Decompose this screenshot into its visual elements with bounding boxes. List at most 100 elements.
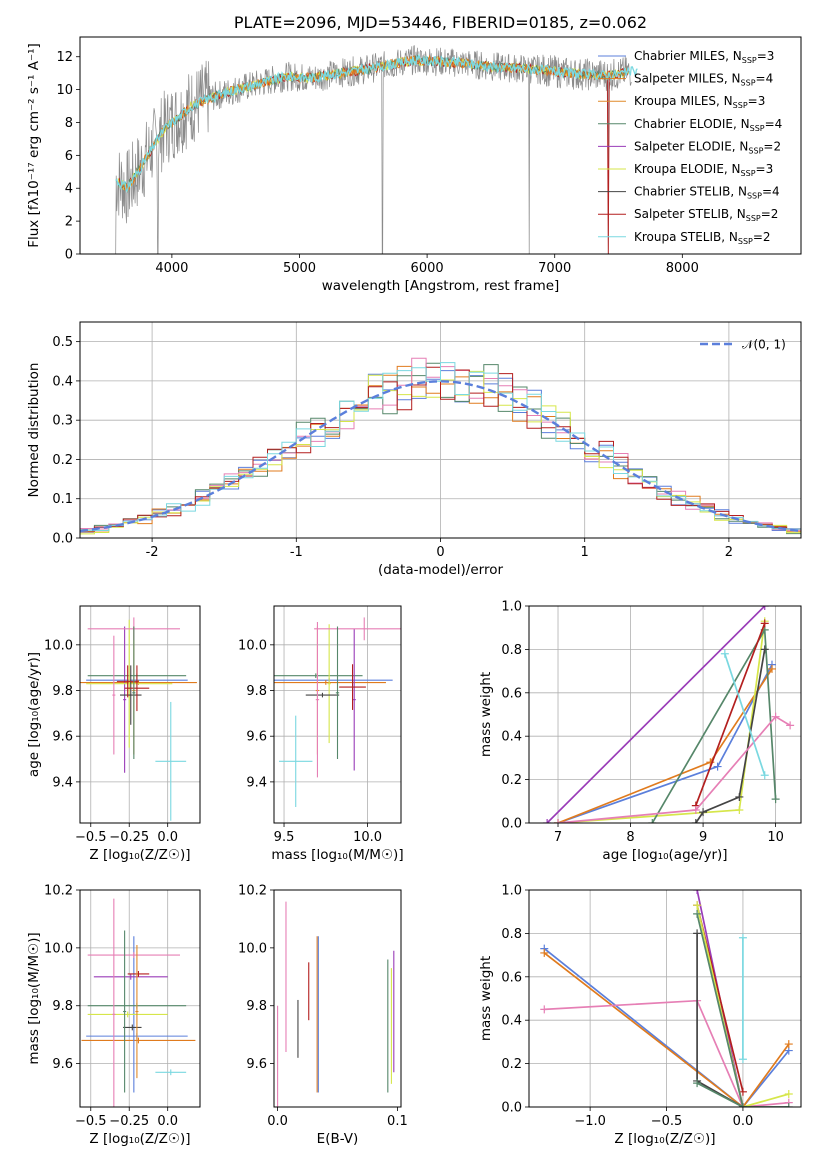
x-tick-label: -2 (146, 545, 159, 560)
y-tick-label: 9.6 (246, 730, 267, 745)
axes-frame (528, 889, 802, 1108)
y-tick-label: 0.8 (501, 643, 522, 658)
x-axis-label: age [log₁₀(age/yr)] (602, 847, 727, 863)
y-tick-label: 1.0 (501, 600, 522, 615)
x-tick-label: 0.0 (733, 1114, 754, 1129)
y-tick-label: 10.0 (238, 941, 267, 956)
x-axis-label: Z [log₁₀(Z/Z☉)] (89, 1131, 190, 1147)
data-point-marker (720, 649, 729, 658)
axes-mass_vs_Z: −0.5 −0.25 0.0 9.6 9.8 10.0 10.2 Z [log₁₀(Z/Z☉)… (26, 884, 201, 1147)
x-tick-label: −0.5 (75, 1114, 107, 1129)
y-tick-label: 0.6 (501, 686, 522, 701)
series-line (546, 606, 766, 823)
x-tick-label: 6000 (411, 261, 444, 276)
data-point-marker (735, 805, 744, 814)
x-tick-label: −0.5 (651, 1114, 683, 1129)
plot-area (274, 606, 401, 823)
x-tick-label: 0 (436, 545, 444, 560)
x-axis-label: wavelength [Angstrom, rest frame] (322, 278, 560, 294)
data-point-marker (693, 909, 702, 918)
axes-frame (79, 605, 201, 824)
legend-entry: 𝒩(0, 1) (742, 338, 786, 352)
x-tick-label: 8000 (666, 261, 699, 276)
legend-entry: Kroupa ELODIE, NSSP=3 (634, 162, 773, 178)
legend-entry: Chabrier STELIB, NSSP=4 (634, 185, 780, 201)
y-tick-label: 10 (56, 83, 73, 98)
data-point-marker (648, 819, 657, 823)
plot-area (80, 322, 801, 538)
y-tick-label: 9.4 (246, 775, 267, 790)
legend-entry: Kroupa STELIB, NSSP=2 (634, 230, 771, 246)
x-tick-label: -1 (290, 545, 303, 560)
y-tick-label: 9.6 (52, 730, 73, 745)
y-tick-label: 0.5 (52, 335, 73, 350)
legend: Chabrier MILES, NSSP=3 Salpeter MILES, NS… (598, 49, 782, 246)
x-tick-label: 1 (581, 545, 589, 560)
y-tick-label: 9.6 (246, 1057, 267, 1072)
y-tick-label: 4 (65, 182, 73, 197)
y-tick-label: 0.8 (501, 927, 522, 942)
y-tick-label: 0.0 (52, 532, 73, 547)
x-tick-label: 7 (554, 830, 562, 845)
y-axis-label: age [log₁₀(age/yr)] (26, 652, 42, 777)
data-point-marker (738, 933, 747, 942)
y-tick-label: 0.1 (52, 492, 73, 507)
y-tick-label: 0.0 (501, 817, 522, 832)
y-tick-label: 10.0 (44, 941, 73, 956)
data-point-marker (760, 771, 769, 780)
y-tick-label: 0.4 (501, 730, 522, 745)
y-tick-label: 0.0 (501, 1101, 522, 1116)
data-point-marker (767, 664, 776, 673)
y-tick-label: 2 (65, 215, 73, 230)
spectrum-data-line (115, 45, 632, 254)
y-tick-label: 0.2 (501, 773, 522, 788)
legend-entry: Kroupa MILES, NSSP=3 (634, 94, 765, 110)
data-point-marker (691, 805, 700, 814)
x-tick-label: −0.5 (75, 830, 107, 845)
data-point-marker (784, 1040, 793, 1049)
x-axis-label: Z [log₁₀(Z/Z☉)] (89, 847, 190, 863)
x-tick-label: −0.25 (109, 830, 149, 845)
legend-entry: Chabrier ELODIE, NSSP=4 (634, 117, 782, 133)
data-point-marker (693, 901, 702, 910)
data-point-marker (760, 645, 769, 654)
y-tick-label: 0 (65, 248, 73, 263)
axes-frame (79, 889, 201, 1108)
y-axis-label: Normed distribution (26, 363, 42, 498)
data-point-marker (738, 1103, 747, 1107)
y-tick-label: 10.2 (238, 884, 267, 899)
x-tick-label: 4000 (155, 261, 188, 276)
x-tick-label: 7000 (538, 261, 571, 276)
y-tick-label: 0.3 (52, 414, 73, 429)
data-point-marker (540, 948, 549, 957)
y-axis-label: Flux [fλ10⁻¹⁷ erg cm⁻² s⁻¹ A⁻¹] (26, 43, 42, 248)
data-point-marker (784, 1089, 793, 1098)
legend-entry: Salpeter ELODIE, NSSP=2 (634, 139, 781, 155)
y-tick-label: 9.8 (246, 684, 267, 699)
y-tick-label: 1.0 (501, 884, 522, 899)
y-tick-label: 8 (65, 116, 73, 131)
y-axis-label: mass [log₁₀(M/M☉)] (26, 932, 42, 1064)
x-tick-label: −0.25 (109, 1114, 149, 1129)
y-tick-label: 9.4 (52, 775, 73, 790)
series-line (696, 905, 790, 1107)
x-tick-label: 2 (725, 545, 733, 560)
data-point-marker (693, 890, 702, 894)
y-tick-label: 0.2 (501, 1057, 522, 1072)
y-axis-label: mass weight (478, 672, 494, 757)
data-point-marker (784, 1103, 793, 1107)
data-point-marker (786, 721, 795, 730)
axes-frame (528, 605, 802, 824)
y-tick-label: 9.8 (52, 684, 73, 699)
x-tick-label: 0.0 (157, 1114, 178, 1129)
data-point-marker (771, 795, 780, 804)
axes-frame (273, 889, 402, 1108)
x-axis-label: Z [log₁₀(Z/Z☉)] (614, 1131, 715, 1147)
y-tick-label: 0.4 (501, 1014, 522, 1029)
plot-area (80, 890, 200, 1107)
x-tick-label: 5000 (283, 261, 316, 276)
x-tick-label: 0.1 (387, 1114, 408, 1129)
series-line (695, 649, 766, 823)
axes-age_vs_mass: 9.5 10.0 9.4 9.6 9.8 10.0 mass [log₁₀(M/M☉)] (238, 605, 404, 863)
x-tick-label: 9.5 (274, 830, 295, 845)
